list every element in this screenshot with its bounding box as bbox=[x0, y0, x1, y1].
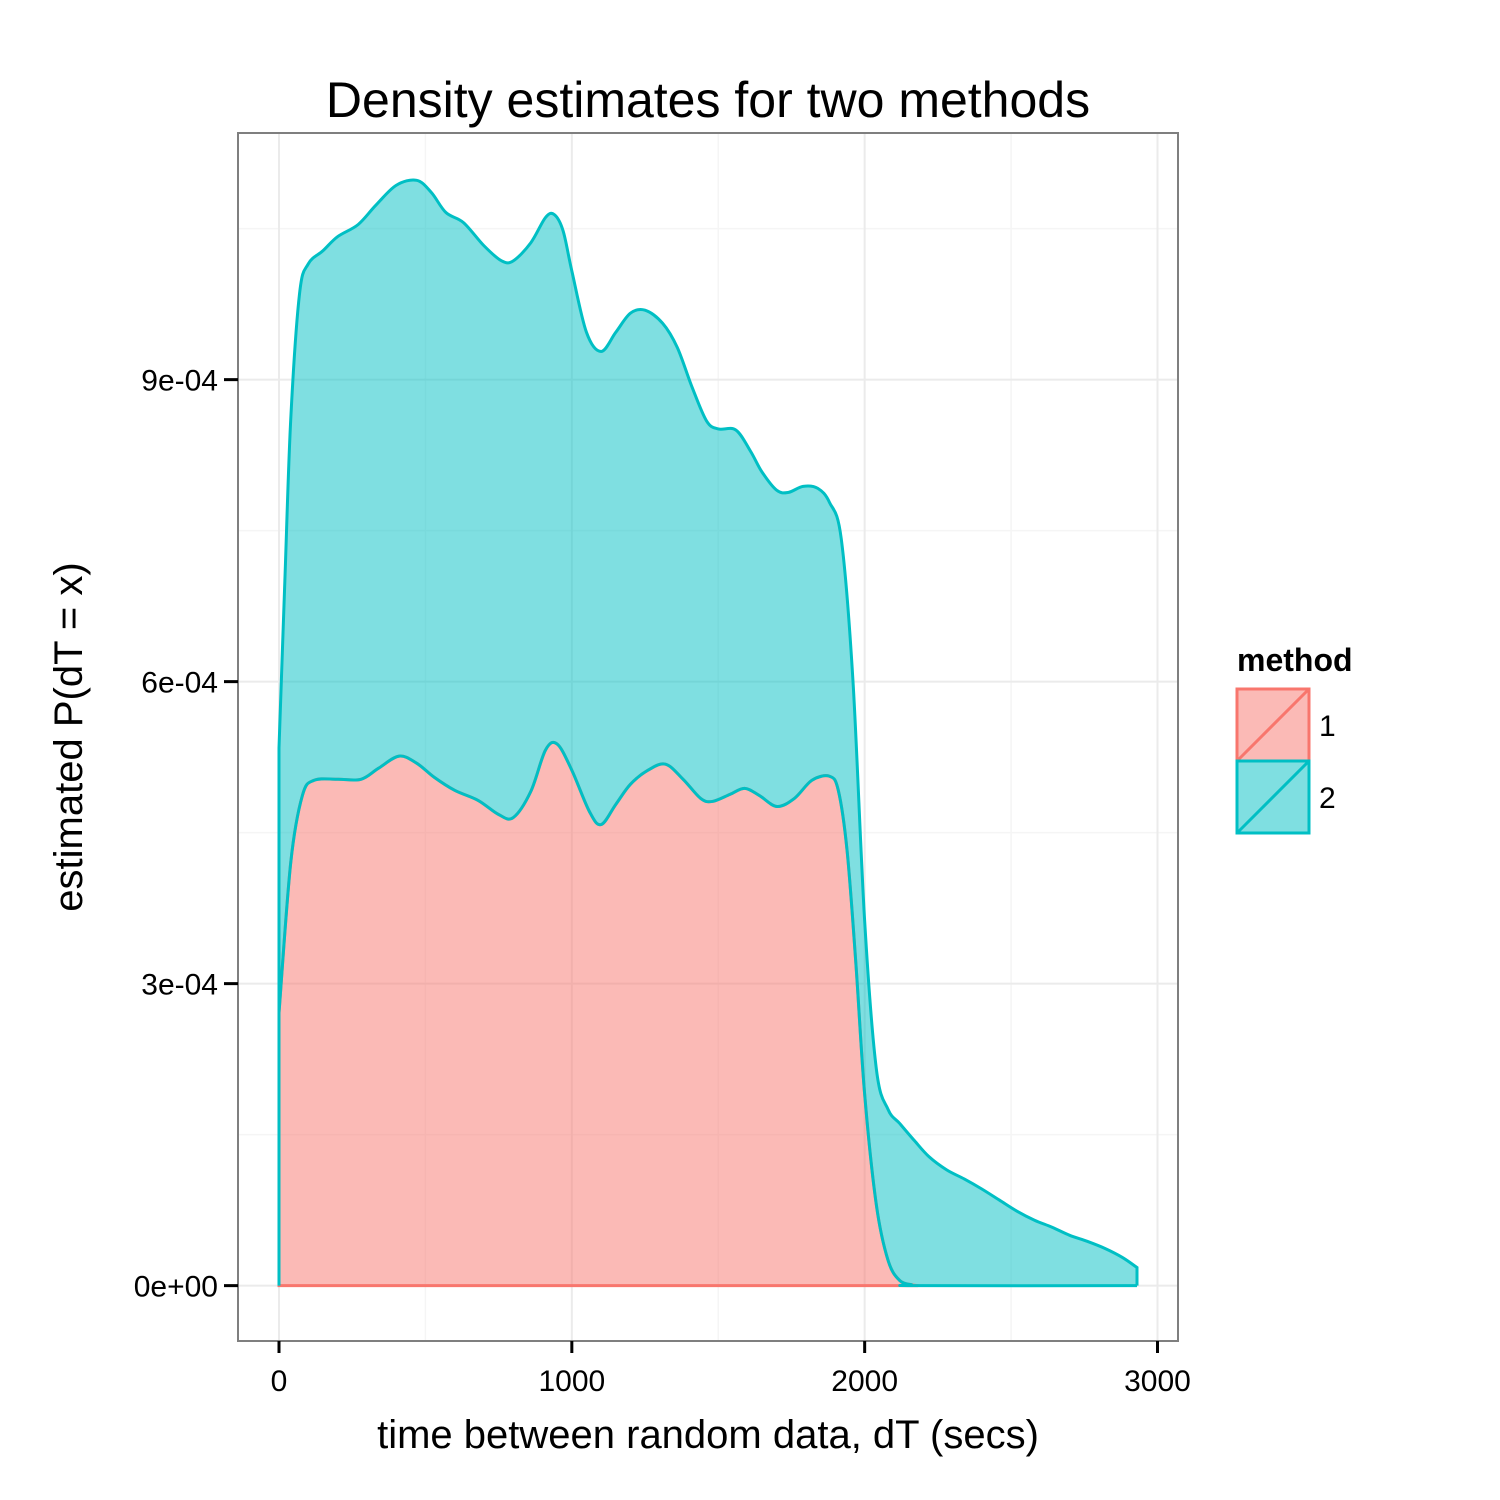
legend-label: 2 bbox=[1319, 782, 1336, 815]
y-axis-label: estimated P(dT = x) bbox=[47, 562, 91, 911]
legend: method 1 2 bbox=[1235, 642, 1353, 835]
y-axis: 0e+00 3e-04 6e-04 9e-04 bbox=[134, 365, 238, 1304]
legend-key-2 bbox=[1235, 759, 1311, 835]
plot-border bbox=[237, 132, 1179, 1342]
x-tick-label: 0 bbox=[271, 1365, 288, 1398]
legend-key-1 bbox=[1235, 687, 1311, 763]
x-axis-label: time between random data, dT (secs) bbox=[377, 1413, 1039, 1457]
y-tick-label: 6e-04 bbox=[141, 667, 218, 700]
x-tick-label: 3000 bbox=[1124, 1365, 1191, 1398]
series-2-lower-outline bbox=[277, 740, 1138, 1288]
series-2-outline bbox=[277, 178, 1139, 1286]
y-tick-label: 9e-04 bbox=[141, 365, 218, 398]
legend-label: 1 bbox=[1319, 710, 1336, 743]
legend-title: method bbox=[1237, 642, 1353, 678]
x-tick-label: 1000 bbox=[538, 1365, 605, 1398]
x-axis: 0 1000 2000 3000 bbox=[271, 1341, 1191, 1398]
series-2-area bbox=[278, 179, 1138, 1286]
x-tick-label: 2000 bbox=[831, 1365, 898, 1398]
y-tick-label: 0e+00 bbox=[134, 1271, 218, 1304]
chart-title: Density estimates for two methods bbox=[326, 72, 1090, 128]
y-tick-label: 3e-04 bbox=[141, 969, 218, 1002]
density-areas bbox=[277, 178, 1139, 1288]
